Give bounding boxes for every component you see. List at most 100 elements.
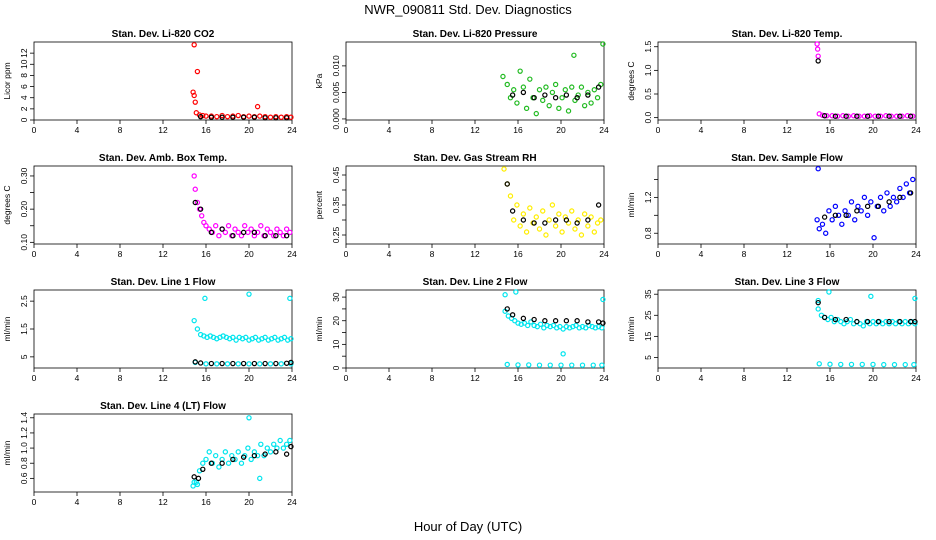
data-point (258, 441, 264, 447)
data-point (262, 115, 268, 121)
data-point (575, 92, 581, 98)
data-point (897, 194, 903, 201)
panel-title: Stan. Dev. Sample Flow (731, 153, 843, 164)
data-point (829, 113, 835, 119)
data-point (235, 229, 241, 236)
data-point (549, 202, 556, 208)
data-point (246, 415, 252, 421)
data-point (520, 89, 527, 96)
x-tick-label: 4 (387, 249, 392, 259)
data-point (262, 233, 268, 239)
x-tick-label: 12 (158, 373, 168, 383)
data-point (560, 351, 566, 357)
data-point (287, 229, 293, 236)
series-hourly (197, 113, 290, 121)
data-point (897, 318, 903, 325)
panel-title: Stan. Dev. Li-820 Pressure (413, 29, 538, 40)
data-point (827, 361, 833, 367)
x-tick-label: 12 (158, 249, 168, 259)
data-point (509, 92, 516, 98)
data-point (552, 223, 559, 229)
series-hourly (191, 443, 294, 482)
x-tick-label: 16 (513, 125, 523, 135)
data-point (600, 320, 606, 326)
data-point (288, 359, 294, 366)
data-point (829, 217, 835, 223)
data-point (578, 232, 585, 238)
data-point (203, 456, 209, 463)
data-point (536, 362, 543, 368)
panel-stan-dev-li-820-pressure: Stan. Dev. Li-820 Pressure 0 4 8 12 16 20 24 0.0… (314, 29, 609, 135)
data-point (524, 322, 531, 329)
x-axis-label: Hour of Day (UTC) (414, 519, 522, 534)
data-point (504, 81, 510, 88)
data-point (842, 208, 848, 214)
data-point (216, 464, 222, 470)
data-point (897, 113, 903, 119)
data-point (520, 211, 527, 217)
data-point (212, 223, 219, 229)
data-point (832, 316, 839, 323)
data-point (501, 166, 507, 172)
data-point (821, 214, 828, 220)
data-point (565, 108, 572, 114)
data-point (856, 113, 862, 119)
data-point (552, 81, 559, 88)
data-point (273, 449, 279, 455)
plot-frame (33, 289, 293, 369)
data-point (258, 223, 264, 229)
data-point (257, 361, 263, 367)
data-point (520, 217, 527, 223)
y-tick-label: 1.5 (643, 41, 653, 53)
data-point (273, 360, 279, 367)
x-tick-label: 8 (742, 125, 747, 135)
y-tick-label: 35 (643, 289, 653, 299)
y-axis-label: degrees C (626, 61, 636, 100)
data-point (574, 220, 580, 226)
data-point (537, 321, 544, 327)
data-point (264, 445, 270, 451)
data-point (203, 113, 209, 119)
data-point (563, 92, 570, 98)
series-hourly (815, 299, 918, 325)
panel-stan-dev-line-3-flow: Stan. Dev. Line 3 Flow 0 4 8 12 16 20 24 5 15 25 35… (626, 277, 921, 383)
data-point (520, 84, 527, 90)
data-point (248, 456, 254, 463)
data-point (902, 361, 908, 368)
data-point (845, 212, 851, 219)
y-axis-label: kPa (314, 73, 324, 88)
data-point (872, 113, 878, 119)
y-axis-label: ml/min (626, 192, 636, 217)
y-tick-label: 1.2 (643, 191, 653, 203)
data-point (219, 460, 225, 466)
panel-title: Stan. Dev. Gas Stream RH (413, 153, 536, 164)
x-tick-label: 24 (287, 497, 297, 507)
data-point (828, 314, 834, 321)
data-point (520, 315, 527, 322)
data-point (232, 456, 238, 463)
data-point (854, 208, 860, 214)
x-tick-label: 24 (599, 249, 609, 259)
data-point (246, 113, 252, 119)
data-point (288, 336, 294, 342)
data-point (197, 206, 204, 212)
data-point (826, 208, 832, 214)
data-point (816, 361, 822, 367)
data-point (274, 226, 280, 232)
data-point (233, 337, 239, 343)
data-point (884, 190, 890, 196)
panel-stan-dev-line-4-lt-flow: Stan. Dev. Line 4 (LT) Flow 0 4 8 12 16 20 24 0.… (2, 401, 297, 507)
y-tick-label: 1.5 (19, 323, 29, 335)
y-axis-label: degrees C (2, 185, 12, 224)
x-tick-label: 20 (556, 249, 566, 259)
data-point (194, 326, 201, 332)
data-point (251, 360, 258, 367)
data-point (547, 362, 553, 368)
data-point (562, 214, 569, 220)
y-tick-label: 2.5 (19, 295, 29, 307)
data-point (549, 89, 556, 96)
x-tick-label: 20 (868, 125, 878, 135)
data-point (278, 361, 284, 367)
data-point (287, 295, 293, 302)
x-tick-label: 24 (287, 373, 297, 383)
